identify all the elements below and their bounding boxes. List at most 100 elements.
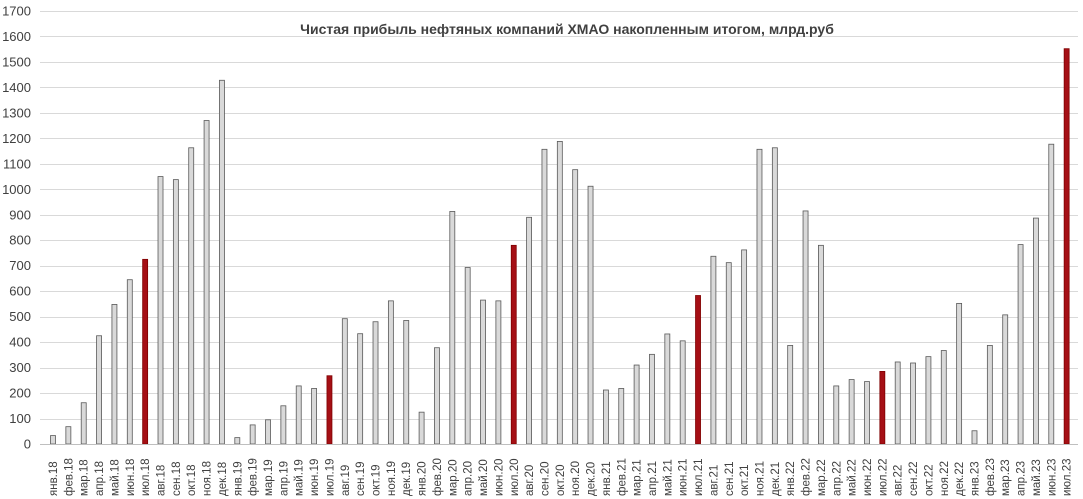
bar-дек.18	[219, 79, 225, 445]
x-tick-label: янв.20	[417, 461, 429, 496]
x-tick-label: окт.21	[739, 464, 751, 496]
x-tick-label: апр.22	[831, 461, 843, 496]
x-tick-label: авг.18	[156, 465, 168, 496]
bar-мар.20	[449, 211, 456, 445]
x-tick-label: янв.21	[601, 461, 613, 496]
bars	[50, 48, 1070, 445]
y-tick-label: 800	[9, 233, 31, 248]
x-tick-label: апр.21	[647, 461, 659, 496]
x-tick-label: фев.22	[801, 458, 813, 496]
bar-ноя.21	[756, 148, 763, 445]
bar-июн.22	[864, 381, 870, 445]
x-tick-label: авг.21	[708, 465, 720, 496]
x-tick-label: окт.19	[371, 464, 383, 496]
bar-янв.23	[971, 430, 978, 445]
bar-апр.22	[833, 385, 840, 445]
bar-сен.20	[541, 148, 548, 445]
bar-июл.18	[142, 258, 149, 445]
x-tick-label: сен.18	[171, 462, 183, 496]
bar-май.21	[664, 333, 671, 445]
x-tick-label: дек.18	[217, 462, 229, 496]
x-tick-label: июн.19	[309, 459, 321, 496]
y-tick-label: 700	[9, 258, 31, 273]
x-tick-label: ноя.20	[570, 461, 582, 496]
bar-янв.20	[418, 411, 425, 445]
x-tick-label: сен.21	[724, 462, 736, 496]
x-tick-label: апр.18	[94, 461, 106, 496]
bar-май.22	[848, 379, 855, 445]
x-tick-label: окт.18	[186, 464, 198, 496]
bar-янв.21	[603, 389, 609, 445]
bar-окт.21	[741, 249, 748, 445]
x-tick-label: дек.20	[586, 462, 598, 496]
y-tick-label: 400	[9, 335, 31, 350]
bar-авг.20	[526, 216, 532, 445]
bar-фев.19	[249, 424, 256, 445]
x-tick-label: июл.20	[509, 459, 521, 497]
y-tick-label: 300	[9, 360, 31, 375]
bar-мар.18	[80, 402, 87, 445]
bar-май.18	[111, 304, 118, 445]
bar-авг.22	[894, 361, 901, 445]
x-tick-label: июн.23	[1046, 459, 1058, 496]
bar-май.19	[295, 385, 302, 445]
bar-апр.19	[280, 405, 287, 445]
x-tick-label: мар.21	[632, 459, 644, 496]
bar-мар.19	[265, 419, 271, 445]
bar-фев.23	[986, 345, 993, 445]
x-tick-label: ноя.18	[202, 461, 214, 496]
x-tick-label: сен.20	[539, 462, 551, 496]
bar-авг.19	[341, 318, 348, 445]
x-tick-label: июл.23	[1062, 459, 1074, 497]
x-tick-label: июн.18	[125, 459, 137, 496]
x-tick-label: апр.23	[1016, 461, 1028, 496]
bar-июл.19	[326, 375, 333, 445]
y-axis-ticks: 0 100 200 300 400 500 600 700 800 900 1000 1100 1200…	[2, 4, 31, 452]
bar-сен.19	[357, 333, 364, 445]
x-tick-label: июн.20	[493, 459, 505, 496]
y-tick-label: 1200	[2, 131, 31, 146]
y-tick-label: 1700	[2, 4, 31, 19]
bar-окт.22	[925, 356, 932, 445]
x-tick-label: окт.20	[555, 464, 567, 496]
bar-июл.20	[510, 244, 517, 445]
x-tick-label: авг.22	[893, 465, 905, 496]
y-tick-label: 100	[9, 411, 31, 426]
x-tick-label: мар.18	[79, 459, 91, 496]
x-tick-label: фев.19	[248, 458, 260, 496]
x-tick-label: дек.22	[954, 462, 966, 496]
x-tick-label: ноя.21	[754, 461, 766, 496]
x-tick-label: окт.22	[923, 464, 935, 496]
x-tick-label: июн.22	[862, 459, 874, 496]
bar-июн.21	[679, 340, 686, 445]
x-tick-label: апр.20	[463, 461, 475, 496]
x-tick-label: июл.22	[877, 459, 889, 497]
y-tick-label: 200	[9, 386, 31, 401]
x-tick-label: май.22	[847, 459, 859, 496]
bar-окт.20	[556, 141, 563, 445]
y-tick-label: 500	[9, 309, 31, 324]
y-tick-label: 1600	[2, 29, 31, 44]
x-tick-label: май.18	[109, 459, 121, 496]
x-tick-label: авг.19	[340, 465, 352, 496]
bar-янв.18	[50, 435, 56, 445]
x-tick-label: дек.19	[401, 462, 413, 496]
bar-фев.21	[618, 388, 625, 445]
x-tick-label: фев.23	[985, 458, 997, 496]
y-tick-label: 1500	[2, 54, 31, 69]
bar-апр.18	[96, 335, 102, 445]
bar-сен.18	[172, 179, 179, 445]
bar-фев.20	[434, 347, 440, 445]
bar-апр.21	[649, 353, 655, 445]
x-tick-label: авг.20	[524, 465, 536, 496]
bar-июн.18	[126, 279, 133, 445]
x-tick-label: янв.22	[785, 461, 797, 496]
bar-ноя.22	[940, 350, 947, 445]
bar-апр.20	[464, 267, 471, 445]
y-tick-label: 0	[24, 437, 31, 452]
x-tick-label: июл.21	[693, 459, 705, 497]
bar-ноя.19	[387, 300, 394, 445]
x-tick-label: янв.19	[232, 461, 244, 496]
x-tick-label: ноя.19	[386, 461, 398, 496]
bar-ноя.18	[203, 120, 210, 445]
